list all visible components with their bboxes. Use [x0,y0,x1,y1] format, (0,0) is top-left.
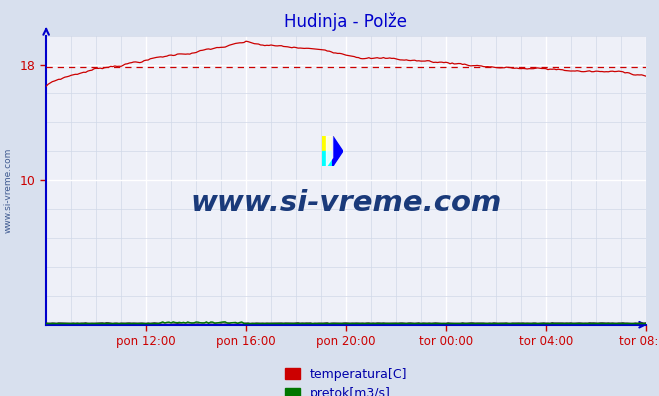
Title: Hudinja - Polže: Hudinja - Polže [285,13,407,31]
Legend: temperatura[C], pretok[m3/s]: temperatura[C], pretok[m3/s] [279,363,413,396]
Text: www.si-vreme.com: www.si-vreme.com [190,189,501,217]
Text: www.si-vreme.com: www.si-vreme.com [4,147,13,233]
Polygon shape [333,136,343,166]
Polygon shape [326,136,333,166]
Polygon shape [322,151,333,166]
Polygon shape [322,136,333,151]
